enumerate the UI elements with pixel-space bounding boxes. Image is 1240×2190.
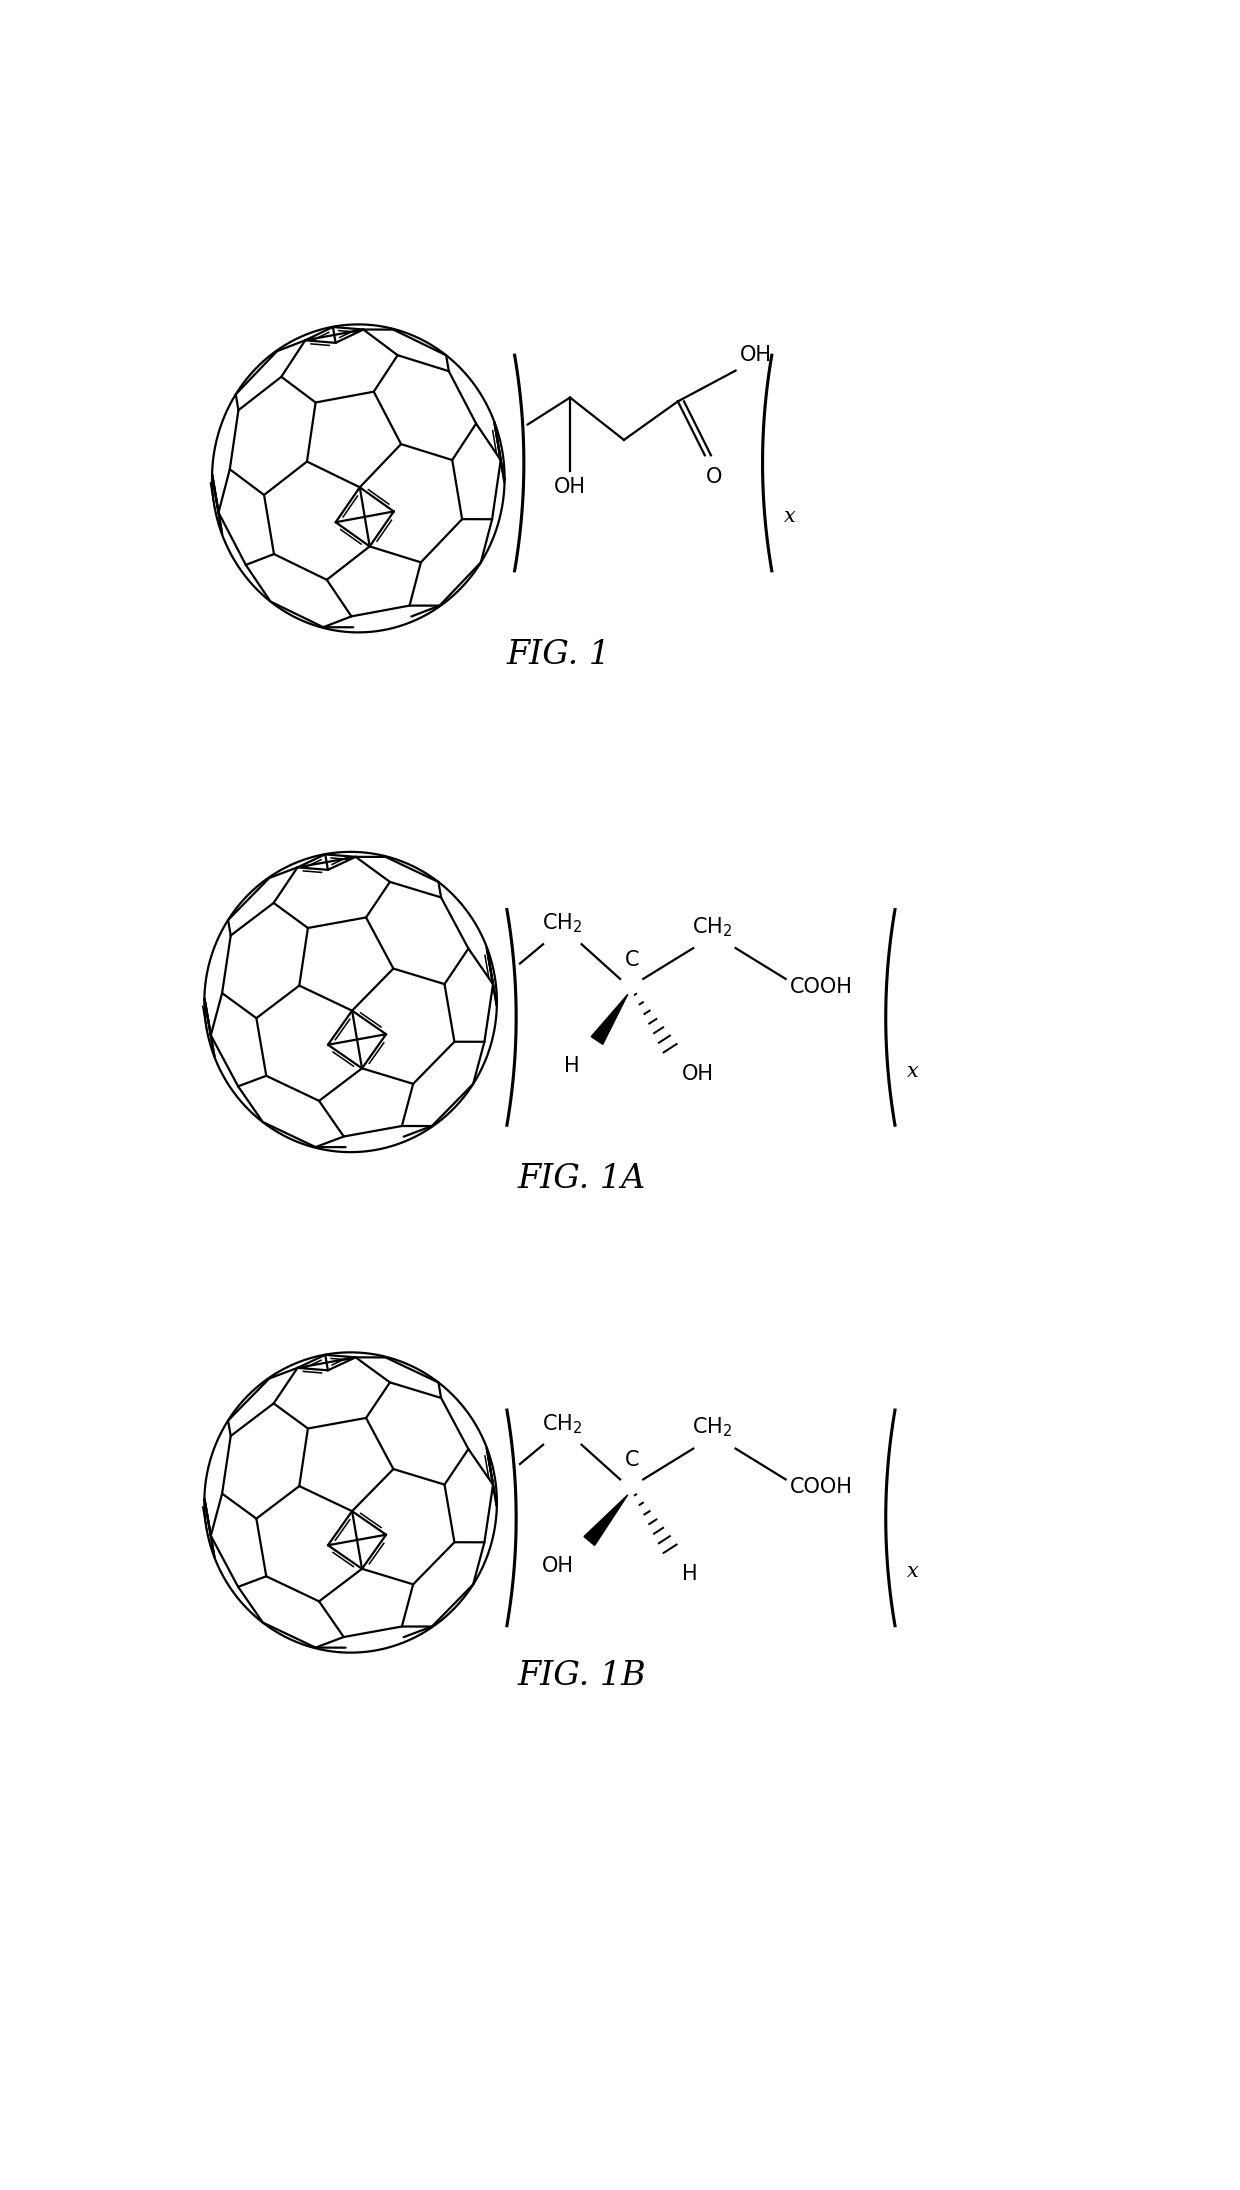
Polygon shape: [584, 1496, 627, 1546]
Text: C: C: [625, 1450, 639, 1469]
Text: x: x: [908, 1561, 919, 1581]
Text: CH$_2$: CH$_2$: [692, 1415, 733, 1439]
Text: OH: OH: [542, 1557, 574, 1577]
Text: COOH: COOH: [790, 1476, 852, 1498]
Text: FIG. 1B: FIG. 1B: [517, 1660, 646, 1691]
Text: FIG. 1A: FIG. 1A: [517, 1163, 646, 1196]
Text: OH: OH: [739, 346, 771, 366]
Text: x: x: [784, 508, 796, 526]
Text: COOH: COOH: [790, 977, 852, 996]
Text: H: H: [682, 1564, 697, 1583]
Text: OH: OH: [554, 477, 587, 497]
Text: C: C: [625, 950, 639, 970]
Text: x: x: [908, 1062, 919, 1082]
Text: FIG. 1: FIG. 1: [506, 639, 610, 672]
Text: CH$_2$: CH$_2$: [542, 911, 583, 935]
Text: CH$_2$: CH$_2$: [692, 915, 733, 940]
Text: OH: OH: [682, 1064, 714, 1084]
Polygon shape: [591, 994, 627, 1045]
Text: H: H: [564, 1056, 579, 1075]
Text: O: O: [706, 466, 722, 486]
Text: CH$_2$: CH$_2$: [542, 1413, 583, 1434]
